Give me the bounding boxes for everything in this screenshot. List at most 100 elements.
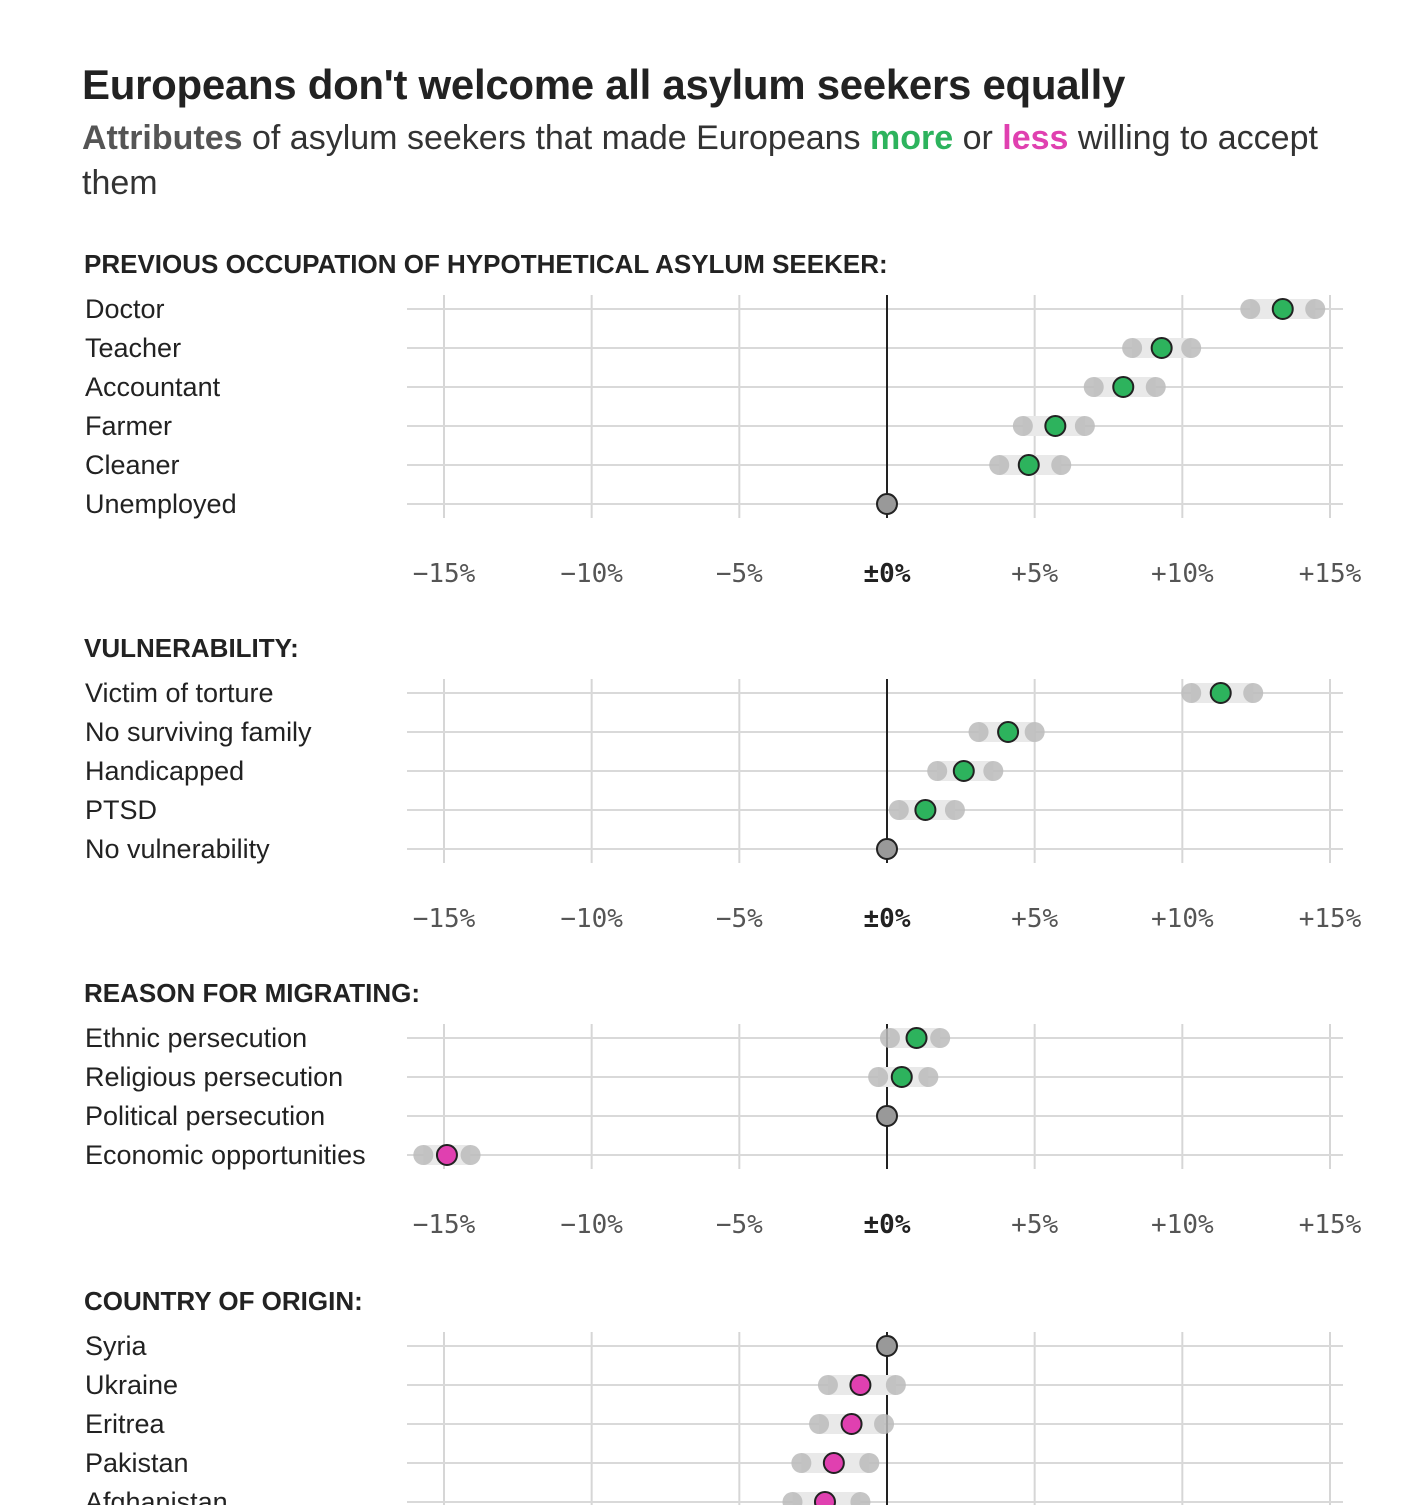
row-label: Ethnic persecution xyxy=(85,1023,307,1053)
row-label: No surviving family xyxy=(85,717,312,747)
estimate-dot xyxy=(914,799,937,821)
subtitle-text-3: willing to accept them xyxy=(82,119,1318,202)
confidence-low-dot xyxy=(1181,683,1202,703)
confidence-low-dot xyxy=(782,1492,803,1505)
estimate-dot xyxy=(997,721,1020,743)
x-tick-label: ±0% xyxy=(864,559,911,589)
estimate-dot xyxy=(435,1144,458,1166)
estimate-dot xyxy=(876,838,898,860)
estimate-dot xyxy=(1150,337,1173,359)
confidence-high-dot xyxy=(874,1414,895,1434)
x-tick-label: −5% xyxy=(716,559,763,589)
confidence-low-dot xyxy=(868,1067,889,1087)
estimate-dot xyxy=(849,1374,872,1396)
x-tick-label: −10% xyxy=(560,904,623,934)
confidence-low-dot xyxy=(968,722,989,742)
estimate-dot xyxy=(1271,298,1294,320)
panel-title: PREVIOUS OCCUPATION OF HYPOTHETICAL ASYL… xyxy=(84,249,888,279)
x-tick-label: +5% xyxy=(1011,1210,1058,1240)
row-label: Farmer xyxy=(85,411,172,441)
x-tick-label: +5% xyxy=(1011,559,1058,589)
subtitle-text-2: or xyxy=(953,119,1003,157)
estimate-dot xyxy=(822,1452,845,1474)
estimate-dot xyxy=(876,1335,898,1357)
confidence-low-dot xyxy=(809,1414,830,1434)
row-label: Pakistan xyxy=(85,1448,189,1478)
confidence-low-dot xyxy=(413,1145,434,1165)
x-tick-label: −15% xyxy=(413,904,476,934)
confidence-low-dot xyxy=(888,800,909,820)
confidence-high-dot xyxy=(1305,299,1326,319)
panel-title: COUNTRY OF ORIGIN: xyxy=(84,1286,363,1316)
confidence-low-dot xyxy=(1083,377,1104,397)
chart-subtitle: Attributes of asylum seekers that made E… xyxy=(82,116,1342,206)
confidence-high-dot xyxy=(1243,683,1264,703)
x-tick-label: −15% xyxy=(413,559,476,589)
confidence-high-dot xyxy=(1051,455,1072,475)
x-tick-label: +15% xyxy=(1299,1210,1362,1240)
confidence-low-dot xyxy=(791,1453,812,1473)
subtitle-less: less xyxy=(1002,119,1069,157)
row-label: Doctor xyxy=(85,294,165,324)
row-label: Eritrea xyxy=(85,1409,166,1439)
row-label: Teacher xyxy=(85,333,181,363)
panel-2: VULNERABILITY: Victim of torture No surviv… xyxy=(84,633,1362,934)
row-label: Political persecution xyxy=(85,1101,325,1131)
x-tick-label: +10% xyxy=(1151,559,1214,589)
row-label: Cleaner xyxy=(85,450,180,480)
confidence-low-dot xyxy=(1240,299,1261,319)
x-tick-label: −15% xyxy=(413,1210,476,1240)
x-tick-label: −5% xyxy=(716,1210,763,1240)
confidence-low-dot xyxy=(989,455,1010,475)
x-tick-label: −10% xyxy=(560,1210,623,1240)
confidence-low-dot xyxy=(817,1375,838,1395)
x-tick-label: +10% xyxy=(1151,904,1214,934)
chart-title: Europeans don't welcome all asylum seeke… xyxy=(82,61,1126,108)
confidence-low-dot xyxy=(1122,338,1143,358)
confidence-high-dot xyxy=(885,1375,906,1395)
confidence-high-dot xyxy=(983,761,1004,781)
subtitle-attributes: Attributes xyxy=(82,119,243,157)
estimate-dot xyxy=(813,1491,836,1505)
estimate-dot xyxy=(1112,376,1135,398)
row-label: Accountant xyxy=(85,372,221,402)
x-tick-label: +10% xyxy=(1151,1210,1214,1240)
estimate-dot xyxy=(876,493,898,515)
confidence-high-dot xyxy=(944,800,965,820)
x-tick-label: −5% xyxy=(716,904,763,934)
panel-1: PREVIOUS OCCUPATION OF HYPOTHETICAL ASYL… xyxy=(84,249,1362,589)
confidence-low-dot xyxy=(1012,416,1033,436)
row-label: No vulnerability xyxy=(85,834,270,864)
confidence-high-dot xyxy=(1074,416,1095,436)
x-tick-label: ±0% xyxy=(864,904,911,934)
confidence-low-dot xyxy=(927,761,948,781)
confidence-high-dot xyxy=(460,1145,481,1165)
confidence-high-dot xyxy=(859,1453,880,1473)
estimate-dot xyxy=(1044,415,1067,437)
row-label: Syria xyxy=(85,1331,147,1361)
estimate-dot xyxy=(890,1066,913,1088)
estimate-dot xyxy=(952,760,975,782)
confidence-high-dot xyxy=(1145,377,1166,397)
chart-header: Europeans don't welcome all asylum seeke… xyxy=(82,58,1342,206)
row-label: Afghanistan xyxy=(85,1487,228,1505)
panel-title: VULNERABILITY: xyxy=(84,633,299,663)
row-label: Victim of torture xyxy=(85,678,274,708)
row-label: Economic opportunities xyxy=(85,1140,366,1170)
estimate-dot xyxy=(1017,454,1040,476)
estimate-dot xyxy=(840,1413,863,1435)
confidence-high-dot xyxy=(1024,722,1045,742)
x-tick-label: +15% xyxy=(1299,559,1362,589)
confidence-high-dot xyxy=(918,1067,939,1087)
confidence-low-dot xyxy=(879,1028,900,1048)
confidence-high-dot xyxy=(850,1492,871,1505)
row-label: Handicapped xyxy=(85,756,244,786)
row-label: Unemployed xyxy=(85,489,237,519)
subtitle-more: more xyxy=(870,119,954,157)
row-label: Religious persecution xyxy=(85,1062,343,1092)
estimate-dot xyxy=(876,1105,898,1127)
panel-title: REASON FOR MIGRATING: xyxy=(84,978,420,1008)
estimate-dot xyxy=(1209,682,1232,704)
subtitle-text-1: of asylum seekers that made Europeans xyxy=(242,119,871,157)
